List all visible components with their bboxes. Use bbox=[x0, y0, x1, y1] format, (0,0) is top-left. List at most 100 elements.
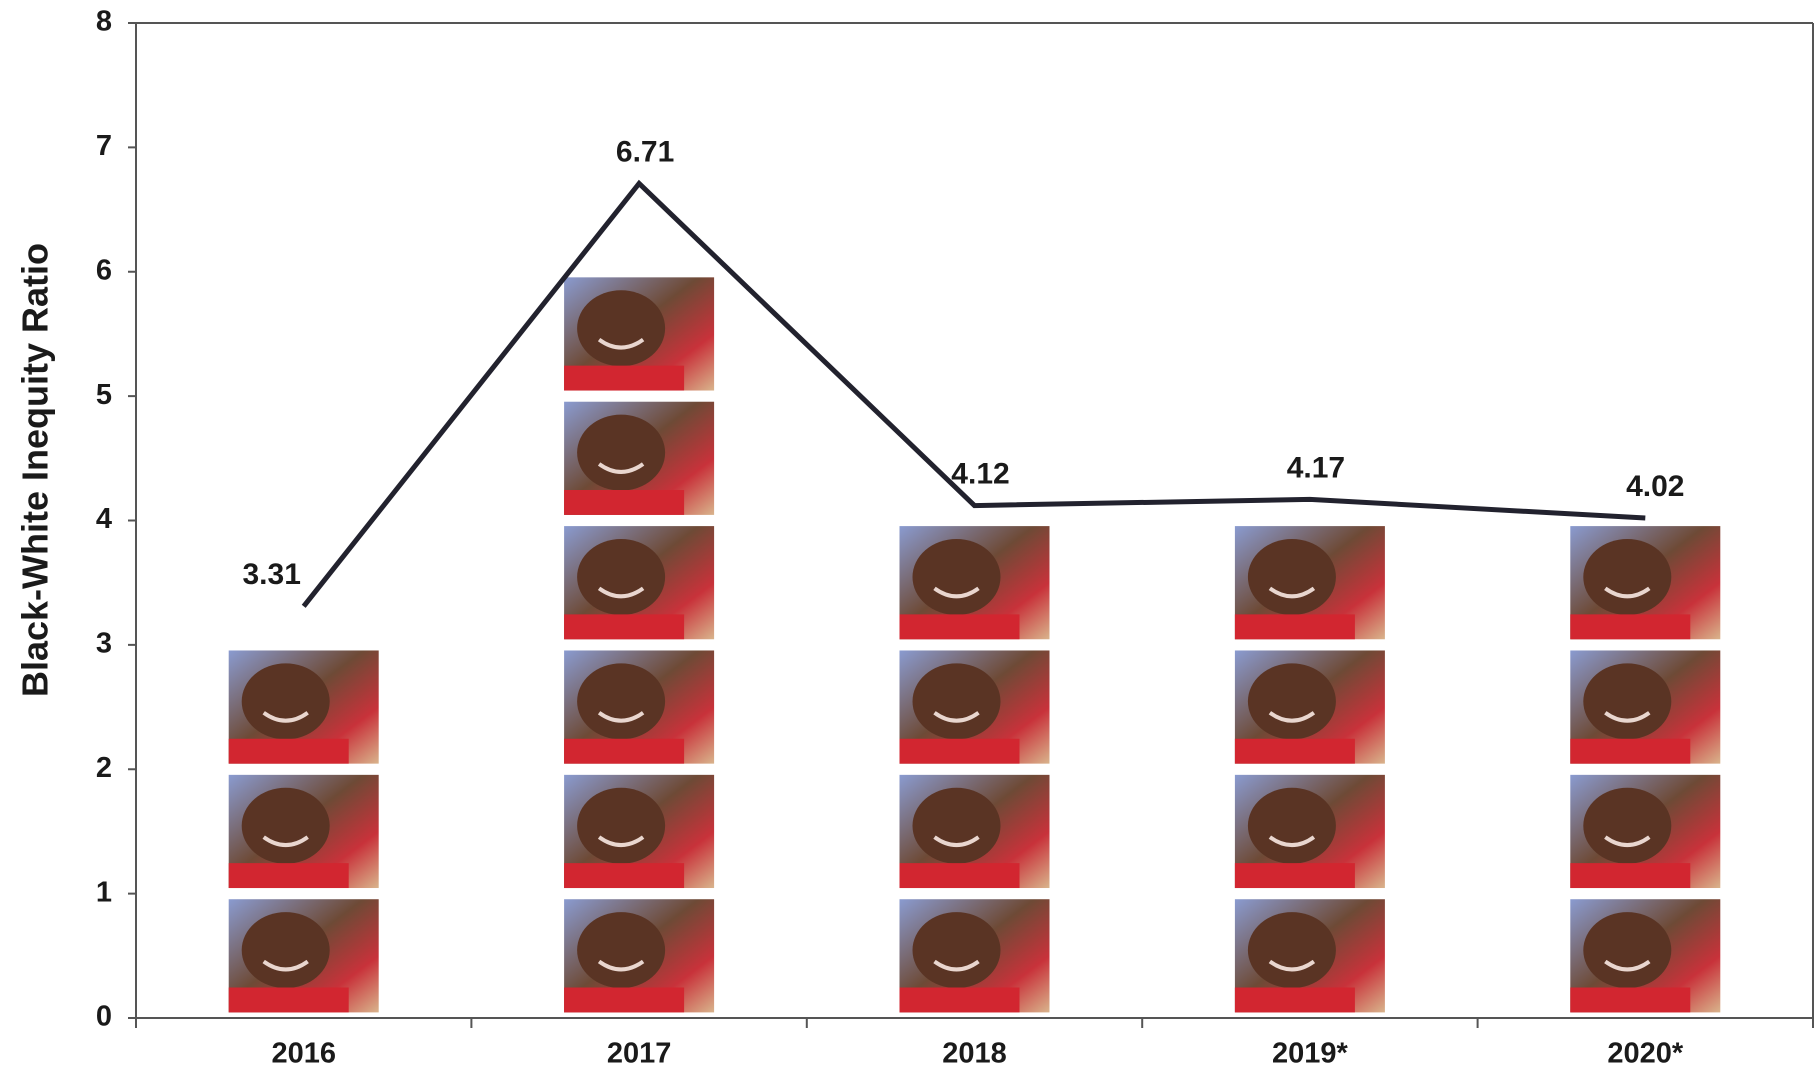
pictogram-tile bbox=[1234, 899, 1385, 1013]
tile-smile bbox=[262, 959, 309, 972]
x-tick-label: 2016 bbox=[271, 1038, 336, 1070]
tile-smile bbox=[597, 337, 645, 350]
pictogram-tile bbox=[1570, 774, 1721, 889]
tile-shirt bbox=[1234, 738, 1355, 764]
pictogram-tile bbox=[564, 277, 715, 391]
tile-smile bbox=[933, 835, 980, 848]
tile-smile bbox=[597, 959, 645, 972]
tile-shirt bbox=[228, 863, 349, 889]
tile-shirt bbox=[899, 614, 1020, 640]
tile-smile bbox=[597, 586, 645, 599]
tile-face bbox=[577, 539, 666, 616]
y-tick-label: 7 bbox=[96, 130, 112, 162]
tile-face bbox=[241, 787, 330, 864]
tile-face bbox=[912, 539, 1001, 616]
pictogram-tile bbox=[1234, 526, 1385, 640]
tile-face bbox=[912, 663, 1001, 740]
tile-shirt bbox=[899, 863, 1020, 889]
tile-face bbox=[1583, 663, 1672, 740]
y-tick-label: 8 bbox=[96, 6, 112, 38]
tile-shirt bbox=[1570, 987, 1691, 1013]
tile-shirt bbox=[564, 738, 685, 764]
pictogram-tile bbox=[899, 526, 1050, 640]
x-tick-label: 2017 bbox=[607, 1038, 672, 1070]
tile-shirt bbox=[1234, 987, 1355, 1013]
pictogram-tile bbox=[564, 526, 715, 640]
pictogram-tile bbox=[1570, 526, 1721, 640]
tile-shirt bbox=[1570, 863, 1691, 889]
tile-shirt bbox=[1234, 863, 1355, 889]
tile-shirt bbox=[1570, 614, 1691, 640]
tile-shirt bbox=[1570, 738, 1691, 764]
tile-face bbox=[1247, 663, 1336, 740]
tile-smile bbox=[1268, 835, 1316, 848]
tile-smile bbox=[262, 711, 309, 723]
tile-smile bbox=[1604, 711, 1651, 723]
tile-smile bbox=[1268, 959, 1316, 972]
data-label: 4.17 bbox=[1287, 451, 1345, 484]
data-label: 3.31 bbox=[243, 558, 301, 591]
tile-face bbox=[912, 787, 1001, 864]
tile-shirt bbox=[228, 987, 349, 1013]
x-tick-label: 2019* bbox=[1272, 1038, 1349, 1070]
tile-shirt bbox=[1234, 614, 1355, 640]
x-tick-label: 2018 bbox=[942, 1038, 1007, 1070]
data-label: 4.12 bbox=[951, 457, 1009, 490]
tile-face bbox=[577, 787, 666, 864]
tile-face bbox=[241, 663, 330, 740]
pictogram-tile bbox=[899, 899, 1050, 1013]
tile-smile bbox=[597, 711, 645, 723]
tile-smile bbox=[262, 835, 309, 848]
pictogram-tile bbox=[564, 774, 715, 889]
data-line bbox=[301, 179, 1646, 608]
tile-smile bbox=[597, 835, 645, 848]
tile-face bbox=[577, 290, 666, 367]
tile-face bbox=[1583, 912, 1672, 989]
pictogram-tile bbox=[228, 774, 379, 889]
pictogram-tile bbox=[1570, 650, 1721, 764]
pictogram-tile bbox=[228, 899, 379, 1013]
tile-face bbox=[1583, 539, 1672, 616]
tile-smile bbox=[1604, 835, 1651, 848]
y-tick-label: 3 bbox=[96, 628, 112, 660]
tile-face bbox=[241, 912, 330, 989]
pictogram-tile bbox=[564, 401, 715, 515]
tile-smile bbox=[597, 462, 645, 474]
tile-shirt bbox=[228, 738, 349, 764]
tile-face bbox=[577, 414, 666, 491]
pictogram-tile bbox=[899, 774, 1050, 889]
pictogram-tile bbox=[1570, 899, 1721, 1013]
tile-shirt bbox=[899, 738, 1020, 764]
y-tick-label: 4 bbox=[96, 503, 112, 535]
tile-smile bbox=[933, 586, 980, 599]
tile-smile bbox=[1268, 711, 1316, 723]
tile-smile bbox=[1604, 959, 1651, 972]
tile-face bbox=[912, 912, 1001, 989]
tile-face bbox=[577, 663, 666, 740]
data-label: 6.71 bbox=[616, 135, 674, 168]
y-tick-label: 6 bbox=[96, 254, 112, 286]
y-axis-title: Black-White Inequity Ratio bbox=[15, 243, 56, 697]
y-tick-label: 1 bbox=[96, 876, 112, 908]
tile-face bbox=[1583, 787, 1672, 864]
tile-face bbox=[1247, 787, 1336, 864]
y-tick-label: 2 bbox=[96, 752, 112, 784]
tile-smile bbox=[933, 711, 980, 723]
tile-face bbox=[1247, 912, 1336, 989]
pictogram-tile bbox=[1234, 774, 1385, 889]
pictogram-tile bbox=[564, 650, 715, 764]
pictogram-tile bbox=[899, 650, 1050, 764]
tile-smile bbox=[933, 959, 980, 972]
tile-face bbox=[577, 912, 666, 989]
tile-face bbox=[1247, 539, 1336, 616]
tile-smile bbox=[1268, 586, 1316, 599]
tile-shirt bbox=[564, 365, 685, 391]
tile-shirt bbox=[564, 987, 685, 1013]
tile-shirt bbox=[564, 614, 685, 640]
pictogram-tile bbox=[228, 650, 379, 764]
x-tick-label: 2020* bbox=[1607, 1038, 1684, 1070]
tile-shirt bbox=[564, 490, 685, 515]
y-tick-label: 5 bbox=[96, 379, 112, 411]
tile-smile bbox=[1604, 586, 1651, 599]
